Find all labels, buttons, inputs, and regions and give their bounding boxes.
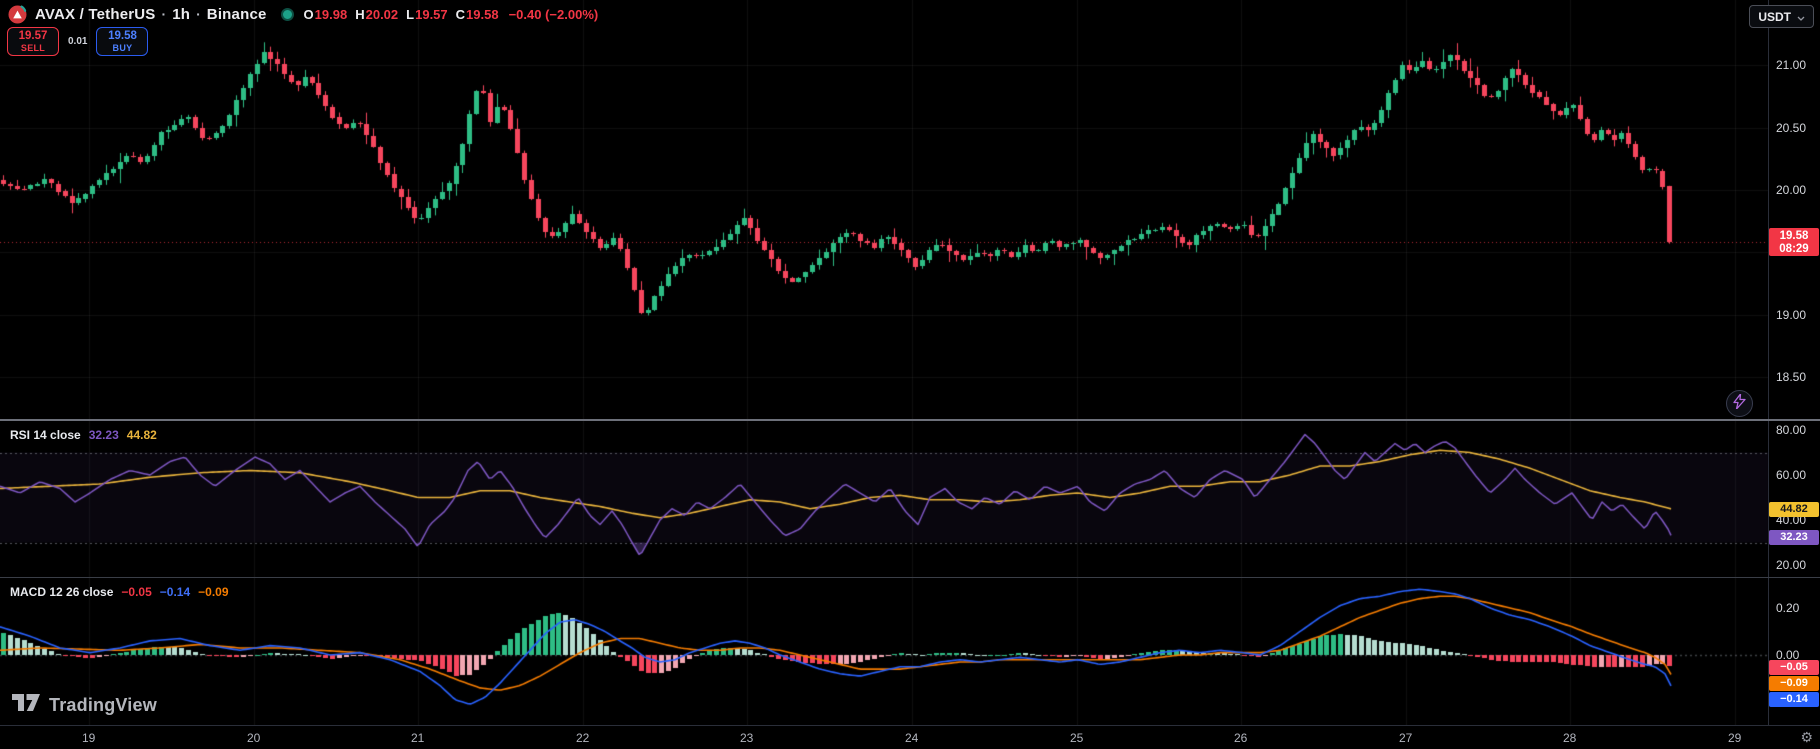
price-axis-label: 20.00 xyxy=(1776,183,1807,197)
low-label: L xyxy=(406,6,415,22)
trade-widget: 19.57 SELL 0.01 19.58 BUY xyxy=(7,27,149,56)
time-axis-separator xyxy=(0,725,1820,726)
time-axis-day-label: 23 xyxy=(740,731,754,745)
sell-label: SELL xyxy=(20,43,46,53)
currency-dropdown[interactable]: USDT xyxy=(1749,5,1814,28)
time-axis-day-label: 28 xyxy=(1563,731,1577,745)
bar-countdown: 08:29 xyxy=(1779,243,1809,255)
high-label: H xyxy=(355,6,365,22)
time-axis-day-label: 20 xyxy=(247,731,261,745)
rsi-ma-badge: 44.82 xyxy=(1769,502,1819,517)
rsi-current-value: 32.23 xyxy=(88,428,119,442)
header-separator: · xyxy=(196,6,201,22)
buy-button[interactable]: 19.58 BUY xyxy=(96,27,149,56)
rsi-title[interactable]: RSI xyxy=(10,428,31,442)
price-axis-label: 20.50 xyxy=(1776,121,1807,135)
close-value: 19.58 xyxy=(466,6,499,22)
macd-pane-legend: MACD 12 26 close −0.05 −0.14 −0.09 xyxy=(10,585,229,599)
rsi-axis-label: 80.00 xyxy=(1776,423,1807,437)
price-change: −0.40 (−2.00%) xyxy=(508,6,599,22)
price-axis-label: 19.00 xyxy=(1776,308,1807,322)
time-axis-day-label: 29 xyxy=(1728,731,1742,745)
header-separator: · xyxy=(161,6,167,22)
price-axis-label: 21.00 xyxy=(1776,58,1807,72)
market-status-dot-icon[interactable] xyxy=(280,7,294,21)
chevron-down-icon xyxy=(1797,10,1805,24)
tradingview-logo[interactable]: TradingView xyxy=(12,694,157,716)
pane-separator-rsi[interactable] xyxy=(0,419,1820,421)
macd-hist-badge: −0.05 xyxy=(1769,660,1819,675)
rsi-axis-label: 20.00 xyxy=(1776,558,1807,572)
high-value: 20.02 xyxy=(365,6,399,22)
time-axis-day-label: 25 xyxy=(1070,731,1084,745)
spread-value: 0.01 xyxy=(68,36,88,47)
macd-line-current-value: −0.14 xyxy=(159,585,191,599)
symbol-header: AVAX / TetherUS · 1h · Binance O19.98 H2… xyxy=(8,4,598,24)
currency-label: USDT xyxy=(1758,9,1791,24)
pane-separator-macd[interactable] xyxy=(0,577,1820,578)
time-axis-day-label: 27 xyxy=(1399,731,1413,745)
macd-signal-current-value: −0.09 xyxy=(198,585,229,599)
macd-axis-label: 0.00 xyxy=(1776,648,1800,662)
rsi-axis-label: 60.00 xyxy=(1776,468,1807,482)
exchange-label: Binance xyxy=(206,5,267,23)
time-axis-day-label: 26 xyxy=(1234,731,1248,745)
buy-label: BUY xyxy=(112,43,133,53)
last-price-value: 19.58 xyxy=(1779,230,1809,242)
time-axis-day-label: 22 xyxy=(576,731,590,745)
symbol-name[interactable]: AVAX / TetherUS xyxy=(35,5,156,23)
lightning-bolt-icon xyxy=(1733,392,1746,414)
time-axis-day-label: 19 xyxy=(82,731,96,745)
macd-hist-current-value: −0.05 xyxy=(121,585,152,599)
macd-params: 12 26 close xyxy=(49,585,114,599)
macd-axis-label: 0.20 xyxy=(1776,601,1800,615)
price-axis-label: 18.50 xyxy=(1776,370,1807,384)
buy-price: 19.58 xyxy=(108,30,137,42)
price-axis[interactable]: 21.00 20.50 20.00 19.00 18.50 80.00 60.00 40.00… xyxy=(1768,0,1820,725)
rsi-pane-legend: RSI 14 close 32.23 44.82 xyxy=(10,428,157,442)
last-price-badge: 19.58 08:29 xyxy=(1769,228,1819,256)
close-label: C xyxy=(455,6,466,22)
time-axis[interactable]: ⚙ 19 20 21 22 23 24 25 26 27 28 29 xyxy=(0,726,1820,749)
rsi-value-badge: 32.23 xyxy=(1769,530,1819,545)
macd-line-badge: −0.14 xyxy=(1769,692,1819,707)
tradingview-mark-icon xyxy=(12,694,40,716)
tradingview-logo-text: TradingView xyxy=(49,694,157,715)
rsi-params: 14 close xyxy=(33,428,81,442)
ohlc-values: O19.98 H20.02 L19.57 C19.58 −0.40 (−2.00… xyxy=(304,7,599,22)
macd-signal-badge: −0.09 xyxy=(1769,676,1819,691)
symbol-logo-icon xyxy=(8,5,27,24)
open-label: O xyxy=(303,6,314,22)
rsi-ma-current-value: 44.82 xyxy=(126,428,157,442)
time-axis-day-label: 21 xyxy=(411,731,425,745)
quick-trade-button[interactable] xyxy=(1726,390,1753,417)
gear-icon[interactable]: ⚙ xyxy=(1800,729,1813,745)
low-value: 19.57 xyxy=(415,6,448,22)
macd-title[interactable]: MACD xyxy=(10,585,46,599)
time-axis-day-label: 24 xyxy=(905,731,919,745)
sell-button[interactable]: 19.57 SELL xyxy=(7,27,59,56)
interval-label[interactable]: 1h xyxy=(172,5,191,23)
open-value: 19.98 xyxy=(314,6,348,22)
sell-price: 19.57 xyxy=(18,30,48,42)
